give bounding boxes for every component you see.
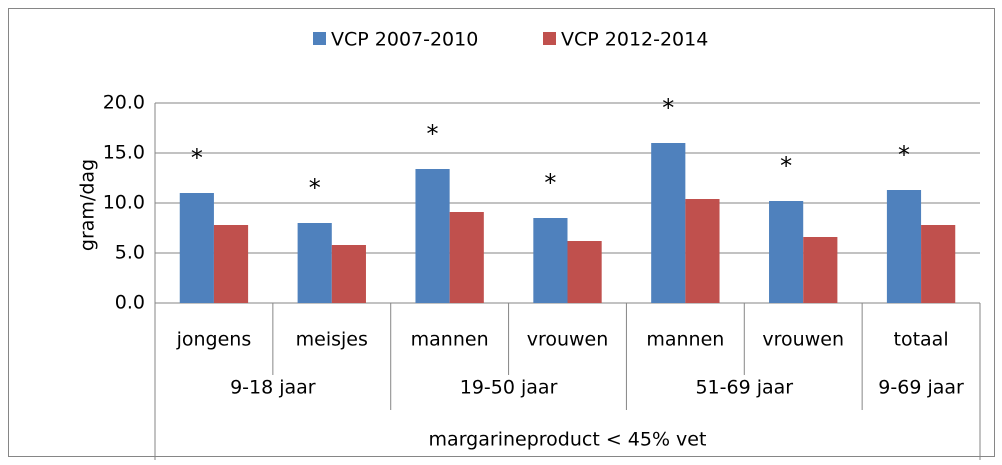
x-tick-label: vrouwen <box>527 329 609 351</box>
x-tick-label: meisjes <box>296 329 368 351</box>
bar <box>331 245 366 303</box>
legend-label: VCP 2007-2010 <box>331 29 478 51</box>
x-tick-label: mannen <box>646 329 724 351</box>
group-label: 9-69 jaar <box>878 377 964 399</box>
bar <box>685 199 720 303</box>
chart-border <box>8 8 995 457</box>
bar <box>415 169 450 303</box>
annotation: * <box>780 152 792 180</box>
annotation: * <box>191 144 203 172</box>
x-tick-label: vrouwen <box>762 329 844 351</box>
annotation: * <box>662 94 674 122</box>
y-axis-label: gram/dag <box>77 159 99 251</box>
x-tick-label: jongens <box>176 329 252 351</box>
bar <box>769 201 804 303</box>
legend-swatch <box>543 32 556 45</box>
bar <box>449 212 484 303</box>
bar <box>803 237 838 303</box>
annotation: * <box>898 141 910 169</box>
x-tick-label: mannen <box>411 329 489 351</box>
bar <box>213 225 249 303</box>
group-label: 19-50 jaar <box>460 377 558 399</box>
bar <box>921 225 956 303</box>
x-tick-label: totaal <box>894 329 949 351</box>
group-label: 9-18 jaar <box>230 377 316 399</box>
legend-swatch <box>313 32 326 45</box>
y-tick-label: 5.0 <box>115 242 145 264</box>
y-tick-label: 0.0 <box>115 292 145 314</box>
y-tick-label: 15.0 <box>103 142 145 164</box>
bar <box>567 241 602 303</box>
bar <box>886 190 922 303</box>
y-tick-label: 10.0 <box>103 192 145 214</box>
bar <box>297 223 332 303</box>
bar <box>651 143 686 303</box>
supergroup-label: margarineproduct < 45% vet <box>429 429 707 451</box>
bar <box>179 193 214 303</box>
annotation: * <box>309 174 321 202</box>
bar <box>533 218 568 303</box>
group-label: 51-69 jaar <box>695 377 793 399</box>
annotation: * <box>544 169 556 197</box>
annotation: * <box>427 120 439 148</box>
legend-label: VCP 2012-2014 <box>561 29 708 51</box>
y-tick-label: 20.0 <box>103 92 145 114</box>
